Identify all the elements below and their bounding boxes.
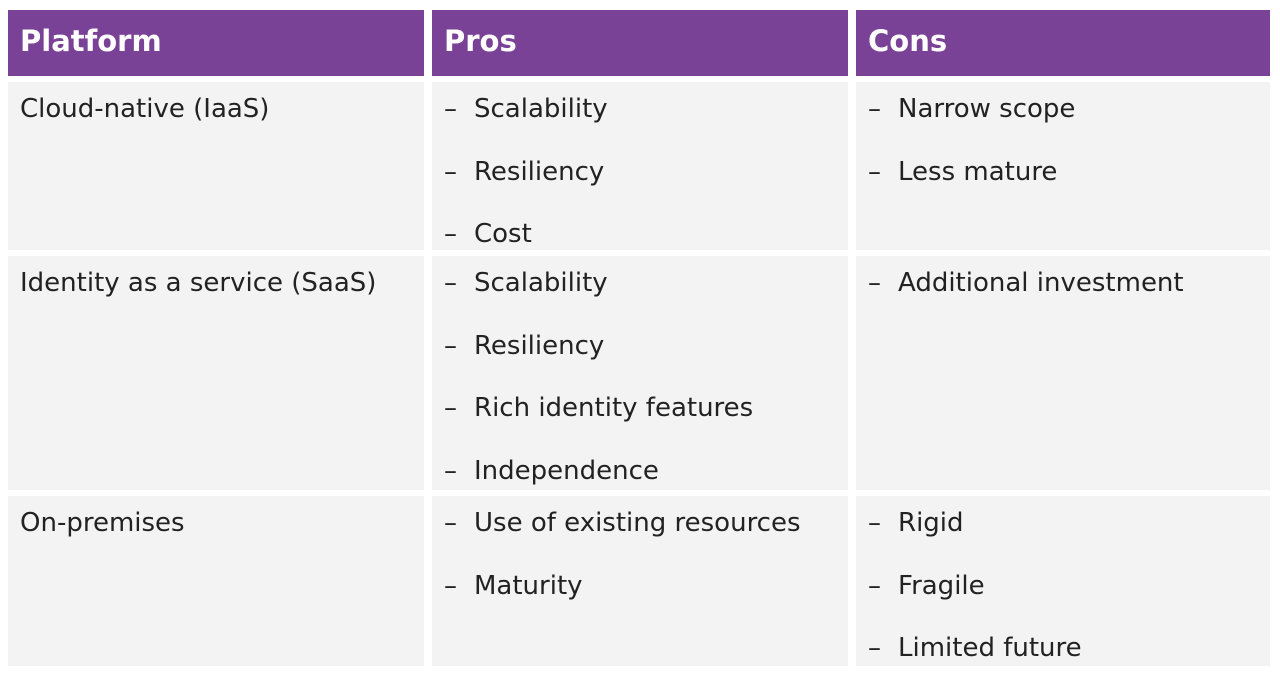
bullet-dash: – (444, 94, 457, 124)
list-item: – Independence (444, 454, 848, 491)
list-item: – Scalability (444, 92, 848, 155)
con-item: Less mature (898, 156, 1058, 187)
bullet-dash: – (444, 156, 457, 187)
cons-cell: – Narrow scope – Less mature (856, 82, 1270, 250)
header-pros: Pros (432, 10, 848, 76)
list-item: – Narrow scope (868, 92, 1270, 155)
pros-list: – Scalability – Resiliency – Cost (444, 92, 848, 250)
list-item: – Less mature (868, 155, 1270, 218)
bullet-dash: – (868, 156, 881, 187)
cons-list: – Additional investment (868, 266, 1270, 329)
platform-name: On-premises (20, 508, 185, 538)
pro-item: Resiliency (474, 156, 605, 187)
pro-item: Cost (474, 219, 532, 249)
pros-cell: – Scalability – Resiliency – Cost (432, 82, 848, 250)
list-item: – Additional investment (868, 266, 1270, 329)
list-item: – Rich identity features (444, 391, 848, 454)
cons-list: – Rigid – Fragile – Limited future (868, 506, 1270, 666)
list-item: – Rigid (868, 506, 1270, 569)
bullet-dash: – (868, 570, 881, 601)
platform-cell: Identity as a service (SaaS) (8, 256, 424, 490)
pros-cell: – Scalability – Resiliency – Rich identity … (432, 256, 848, 490)
cons-cell: – Rigid – Fragile – Limited future (856, 496, 1270, 666)
bullet-dash: – (868, 508, 881, 538)
bullet-dash: – (444, 508, 457, 538)
list-item: – Resiliency (444, 329, 848, 392)
platform-cell: Cloud-native (IaaS) (8, 82, 424, 250)
bullet-dash: – (868, 268, 881, 298)
list-item: – Resiliency (444, 155, 848, 218)
platform-name: Cloud-native (IaaS) (20, 94, 270, 124)
con-item: Additional investment (898, 268, 1184, 298)
con-item: Rigid (898, 508, 964, 538)
pro-item: Use of existing resources (474, 508, 801, 538)
platform-name: Identity as a service (SaaS) (20, 268, 377, 298)
list-item: – Fragile (868, 569, 1270, 632)
pros-cell: – Use of existing resources – Maturity (432, 496, 848, 666)
pro-item: Maturity (474, 570, 583, 601)
bullet-dash: – (444, 570, 457, 601)
list-item: – Use of existing resources (444, 506, 848, 569)
pros-list: – Use of existing resources – Maturity (444, 506, 848, 631)
bullet-dash: – (444, 219, 457, 249)
bullet-dash: – (868, 94, 881, 124)
list-item: – Maturity (444, 569, 848, 632)
cons-cell: – Additional investment (856, 256, 1270, 490)
pro-item: Independence (474, 455, 659, 486)
con-item: Narrow scope (898, 94, 1076, 124)
pro-item: Scalability (474, 268, 608, 298)
bullet-dash: – (868, 633, 881, 663)
list-item: – Cost (444, 217, 848, 250)
pro-item: Rich identity features (474, 393, 754, 423)
con-item: Limited future (898, 633, 1082, 663)
comparison-table: Platform Pros Cons Cloud-native (IaaS) –… (8, 10, 1270, 666)
platform-cell: On-premises (8, 496, 424, 666)
bullet-dash: – (444, 268, 457, 298)
list-item: – Limited future (868, 631, 1270, 666)
header-platform: Platform (8, 10, 424, 76)
bullet-dash: – (444, 330, 457, 361)
header-cons: Cons (856, 10, 1270, 76)
pros-list: – Scalability – Resiliency – Rich identity … (444, 266, 848, 490)
bullet-dash: – (444, 393, 457, 423)
cons-list: – Narrow scope – Less mature (868, 92, 1270, 217)
con-item: Fragile (898, 570, 985, 601)
pro-item: Resiliency (474, 330, 605, 361)
bullet-dash: – (444, 455, 457, 486)
list-item: – Scalability (444, 266, 848, 329)
pro-item: Scalability (474, 94, 608, 124)
